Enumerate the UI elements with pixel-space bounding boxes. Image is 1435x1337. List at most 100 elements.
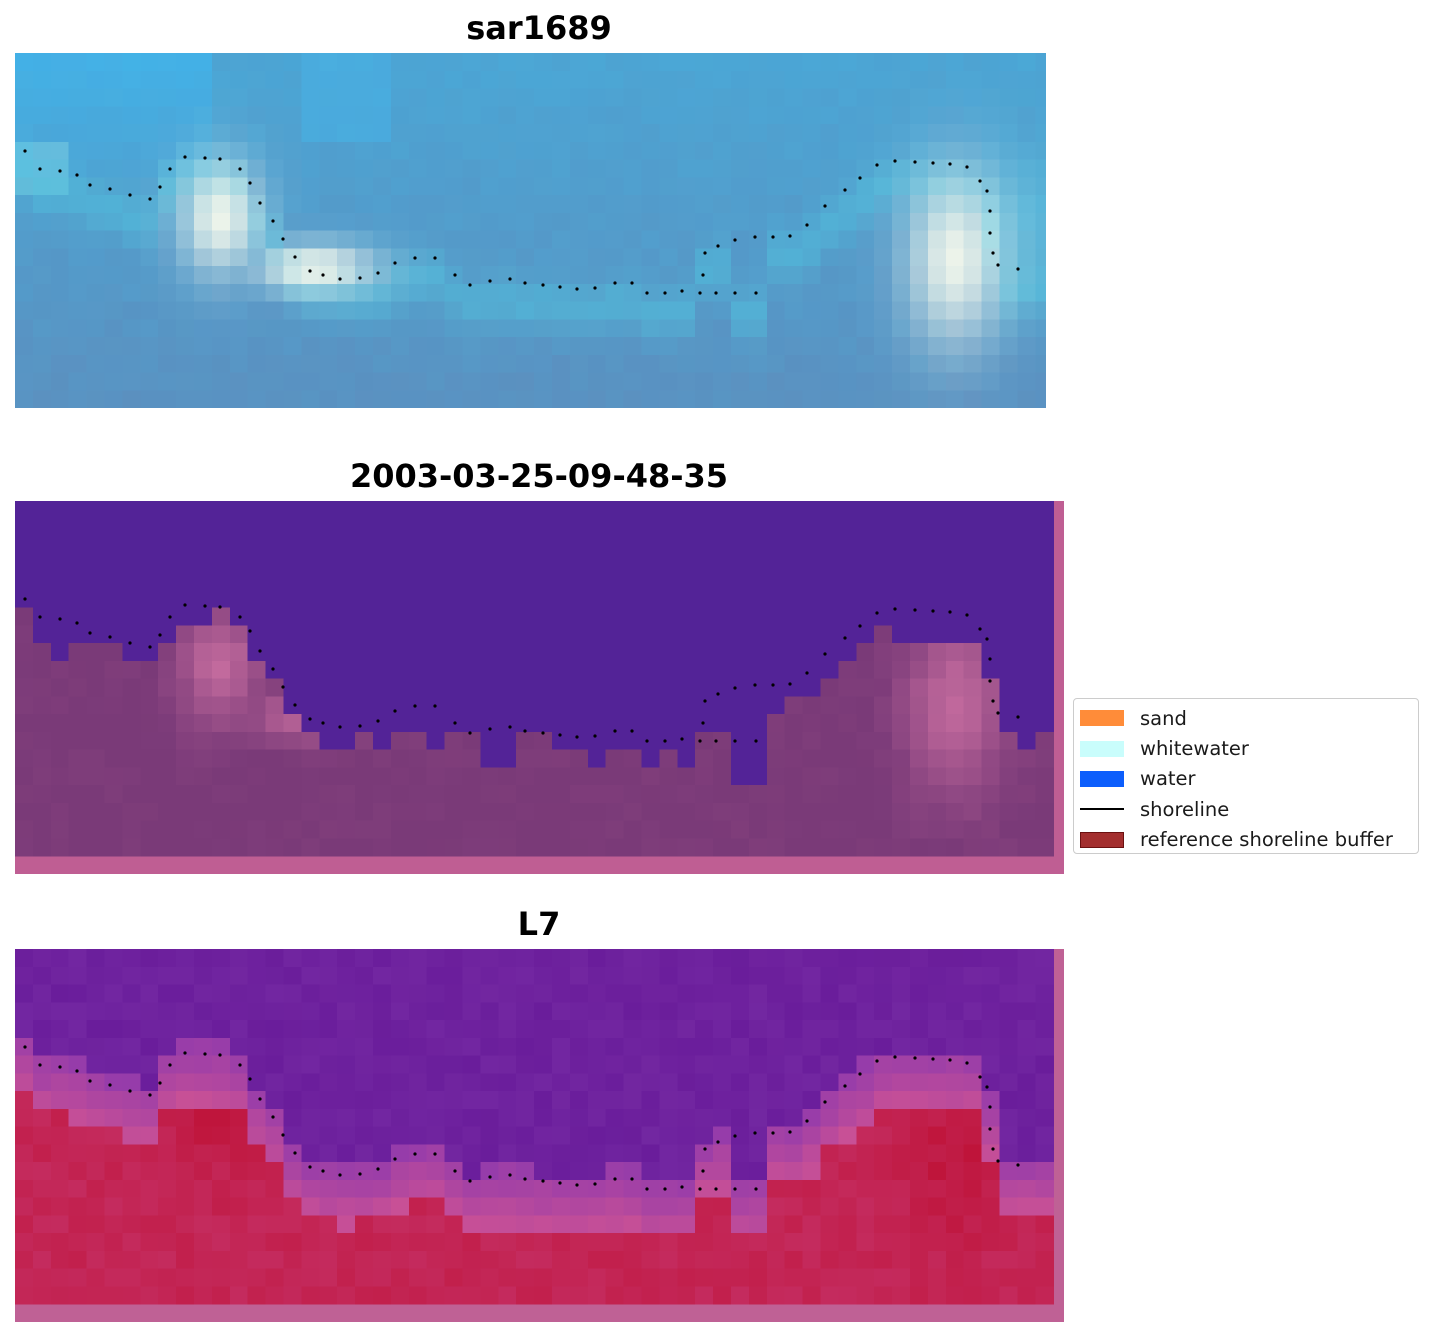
legend-label: whitewater — [1140, 737, 1249, 761]
legend-item-reference-buffer: reference shoreline buffer — [1080, 825, 1418, 855]
shoreline-point — [858, 624, 862, 628]
shoreline-point — [358, 276, 362, 280]
shoreline-point — [508, 277, 512, 281]
shoreline-point — [248, 629, 252, 633]
shoreline-point — [238, 1063, 242, 1067]
shoreline-point — [23, 149, 27, 153]
shoreline-point — [488, 1175, 492, 1179]
shoreline-point — [805, 1119, 809, 1123]
shoreline-point — [985, 637, 989, 641]
legend-label: shoreline — [1140, 797, 1230, 821]
shoreline-point — [663, 1187, 667, 1191]
shoreline-point — [168, 615, 172, 619]
shoreline-point — [988, 231, 992, 235]
shoreline-point — [558, 285, 562, 289]
shoreline-point — [613, 729, 617, 733]
shoreline-point — [128, 641, 132, 645]
shoreline-point — [698, 739, 702, 743]
shoreline-point — [218, 605, 222, 609]
shoreline-point — [823, 652, 827, 656]
shoreline-point — [308, 269, 312, 273]
shoreline-point — [376, 719, 380, 723]
shoreline-point — [75, 1069, 79, 1073]
shoreline-point — [38, 615, 42, 619]
shoreline-point — [558, 1181, 562, 1185]
shoreline-point — [978, 627, 982, 631]
shoreline-point — [58, 617, 62, 621]
shoreline-point — [148, 197, 152, 201]
shoreline-point — [703, 699, 707, 703]
shoreline-point — [875, 1059, 879, 1063]
shoreline-point — [733, 238, 737, 242]
panel-title-rgb: sar1689 — [466, 9, 612, 47]
shoreline-point — [433, 256, 437, 260]
shoreline-point — [321, 1169, 325, 1173]
index-image-panel — [15, 949, 1064, 1322]
shoreline-point — [433, 1152, 437, 1156]
shoreline-point — [753, 1131, 757, 1135]
shoreline-point — [468, 283, 472, 287]
shoreline-point — [58, 1065, 62, 1069]
shoreline-point — [523, 281, 527, 285]
shoreline-point — [158, 185, 162, 189]
shoreline-point — [913, 608, 917, 612]
shoreline-point — [985, 1085, 989, 1089]
shoreline-point — [468, 1179, 472, 1183]
shoreline-point — [593, 286, 597, 290]
shoreline-point — [965, 1061, 969, 1065]
shoreline-point — [168, 1063, 172, 1067]
shoreline-point — [716, 692, 720, 696]
shoreline-point — [293, 255, 297, 259]
shoreline-point — [965, 165, 969, 169]
shoreline-point — [1016, 1163, 1020, 1167]
shoreline-point — [823, 204, 827, 208]
legend-label: reference shoreline buffer — [1140, 828, 1393, 852]
shoreline-point — [158, 633, 162, 637]
shoreline-point — [985, 189, 989, 193]
shoreline-point — [238, 615, 242, 619]
shoreline-point — [701, 721, 705, 725]
shoreline-point — [593, 734, 597, 738]
shoreline-point — [541, 1179, 545, 1183]
shoreline-point — [541, 283, 545, 287]
shoreline-point — [701, 273, 705, 277]
legend-item-sand: sand — [1080, 703, 1418, 733]
panel-title-index: L7 — [517, 905, 561, 943]
shoreline-point — [108, 187, 112, 191]
shoreline-point — [703, 1147, 707, 1151]
shoreline-point — [558, 733, 562, 737]
shoreline-point — [453, 1169, 457, 1173]
shoreline-point — [488, 727, 492, 731]
shoreline-point — [663, 291, 667, 295]
shoreline-point — [128, 1089, 132, 1093]
shoreline-point — [754, 291, 758, 295]
shoreline-point — [988, 1105, 992, 1109]
shoreline-point — [858, 1072, 862, 1076]
shoreline-point — [488, 279, 492, 283]
shoreline-point — [733, 1134, 737, 1138]
shoreline-point — [168, 167, 172, 171]
shoreline-point — [996, 1159, 1000, 1163]
shoreline-point — [308, 1165, 312, 1169]
shoreline-point — [680, 1185, 684, 1189]
shoreline-point — [393, 1157, 397, 1161]
shoreline-point — [733, 1187, 737, 1191]
legend-item-shoreline: shoreline — [1080, 794, 1418, 824]
shoreline-point — [183, 155, 187, 159]
shoreline-point — [788, 234, 792, 238]
reference-buffer-swatch — [1080, 831, 1124, 848]
shoreline-point — [733, 291, 737, 295]
shoreline-point — [413, 704, 417, 708]
shoreline-point — [258, 201, 262, 205]
shoreline-point — [393, 261, 397, 265]
shoreline-point — [988, 1127, 992, 1131]
shoreline-point — [991, 1147, 995, 1151]
shoreline-point — [680, 737, 684, 741]
shoreline-point — [733, 686, 737, 690]
shoreline-point — [248, 181, 252, 185]
shoreline-point — [75, 173, 79, 177]
shoreline-point — [978, 179, 982, 183]
shoreline-point — [714, 739, 718, 743]
whitewater-swatch — [1080, 740, 1124, 757]
shoreline-point — [630, 281, 634, 285]
